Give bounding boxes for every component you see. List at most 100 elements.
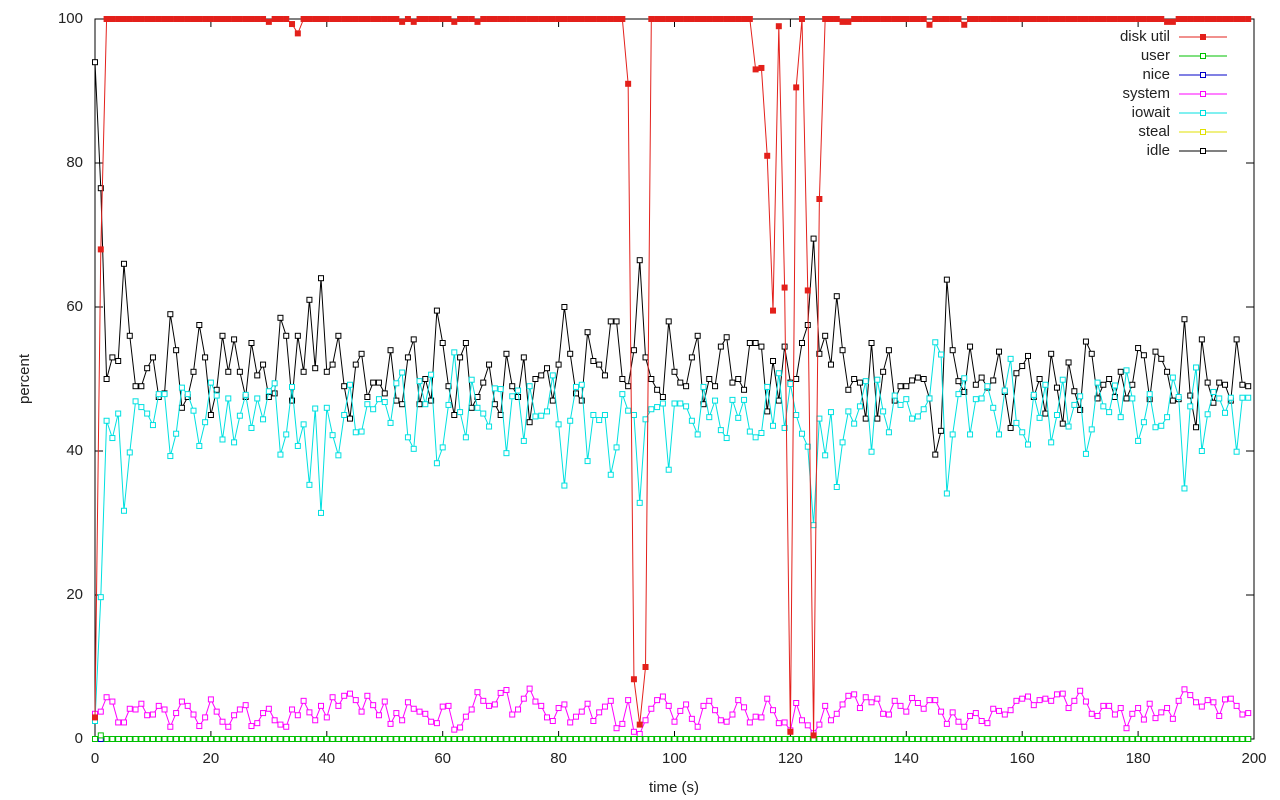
data-point [694, 736, 701, 742]
data-point [590, 718, 597, 724]
data-point [399, 18, 406, 25]
data-point [341, 383, 348, 390]
data-point [613, 725, 620, 732]
data-point [938, 16, 945, 22]
data-point [1227, 16, 1234, 22]
data-point [474, 18, 481, 25]
data-point [862, 694, 869, 701]
data-point [903, 396, 910, 403]
data-point [532, 413, 539, 420]
data-point [816, 721, 823, 728]
data-point [207, 16, 214, 22]
data-point [920, 16, 927, 22]
data-point [984, 736, 991, 742]
data-point [798, 430, 805, 437]
data-point [1233, 702, 1240, 709]
data-point [1239, 16, 1246, 22]
data-point [370, 379, 377, 386]
data-point [115, 16, 122, 22]
data-point [822, 16, 829, 22]
data-point [874, 736, 881, 742]
data-point [254, 720, 261, 727]
data-point [897, 16, 904, 22]
data-point [1094, 16, 1101, 22]
data-point [706, 376, 713, 382]
data-point [1198, 336, 1205, 343]
data-point [271, 390, 278, 397]
data-point [1042, 410, 1049, 417]
data-point [601, 703, 608, 710]
data-point [393, 16, 400, 22]
data-point [642, 736, 649, 742]
data-point [184, 391, 191, 398]
data-point [758, 64, 765, 71]
data-point [375, 736, 382, 742]
data-point [607, 16, 614, 22]
data-point [607, 736, 614, 742]
data-point [532, 16, 539, 22]
data-point [312, 16, 319, 22]
data-point [798, 736, 805, 742]
data-point [346, 690, 353, 697]
data-point [387, 16, 394, 22]
data-point [1146, 16, 1153, 22]
data-point [1100, 403, 1107, 410]
data-point [1071, 736, 1078, 742]
data-point [1164, 18, 1171, 25]
data-point [920, 406, 927, 413]
data-point [798, 16, 805, 22]
data-point [399, 717, 406, 724]
data-point [381, 399, 388, 406]
data-point [544, 714, 551, 721]
data-point [433, 736, 440, 742]
data-point [352, 697, 359, 704]
data-point [428, 371, 435, 378]
data-point [370, 702, 377, 709]
data-point [868, 448, 875, 455]
data-point [248, 340, 255, 346]
data-point [1053, 412, 1060, 418]
data-point [578, 16, 585, 22]
data-point [242, 391, 249, 398]
data-point [572, 713, 579, 720]
data-point [375, 379, 382, 386]
data-point [717, 717, 724, 724]
data-point [625, 697, 632, 704]
data-point [144, 410, 151, 417]
data-point [972, 381, 979, 388]
data-point [526, 736, 533, 742]
data-point [207, 696, 214, 703]
data-point [601, 372, 608, 379]
data-point [196, 736, 203, 742]
data-point [746, 16, 753, 22]
data-point [225, 723, 232, 730]
data-point [1233, 736, 1240, 742]
data-point [1204, 736, 1211, 742]
data-point [1146, 391, 1153, 398]
data-point [1187, 403, 1194, 410]
data-point [126, 736, 133, 742]
data-point [1007, 355, 1014, 362]
data-point [885, 16, 892, 22]
data-point [880, 736, 887, 742]
data-point [1222, 409, 1229, 416]
data-point [538, 412, 545, 419]
data-point [167, 736, 174, 742]
data-point [289, 21, 296, 28]
data-point [596, 417, 603, 424]
data-point [1100, 16, 1107, 22]
data-point [880, 408, 887, 415]
data-point [306, 709, 313, 716]
data-point [433, 307, 440, 314]
data-point [341, 412, 348, 418]
data-point [984, 720, 991, 727]
data-point [625, 80, 632, 87]
data-point [758, 714, 765, 721]
x-axis-label: time (s) [649, 779, 699, 796]
data-point [932, 451, 939, 458]
data-point [712, 736, 719, 742]
data-point [155, 391, 162, 398]
data-point [346, 16, 353, 22]
data-point [1007, 16, 1014, 22]
data-point [1059, 736, 1066, 742]
